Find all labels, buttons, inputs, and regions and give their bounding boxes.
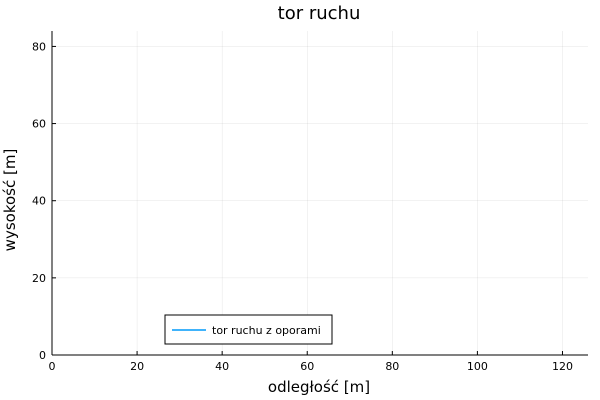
- x-tick-label: 40: [215, 360, 229, 373]
- y-tick-label: 80: [32, 40, 46, 53]
- y-tick-labels: 0 20 40 60 80: [32, 40, 46, 362]
- x-tick-label: 60: [300, 360, 314, 373]
- legend-label: tor ruchu z oporami: [212, 324, 321, 337]
- x-tick-labels: 0 20 40 60 80 100 120: [49, 360, 573, 373]
- y-tick-label: 60: [32, 118, 46, 131]
- y-tick-label: 0: [39, 349, 46, 362]
- chart-title: tor ruchu: [278, 3, 361, 24]
- axes: [51, 31, 588, 356]
- x-tick-label: 0: [49, 360, 56, 373]
- y-axis-label: wysokość [m]: [1, 149, 19, 252]
- x-tick-label: 80: [385, 360, 399, 373]
- x-axis-label: odległość [m]: [268, 378, 370, 396]
- y-tick-label: 20: [32, 272, 46, 285]
- x-tick-label: 20: [130, 360, 144, 373]
- y-tick-label: 40: [32, 195, 46, 208]
- x-tick-label: 100: [467, 360, 488, 373]
- x-tick-label: 120: [552, 360, 573, 373]
- legend: tor ruchu z oporami: [164, 314, 333, 345]
